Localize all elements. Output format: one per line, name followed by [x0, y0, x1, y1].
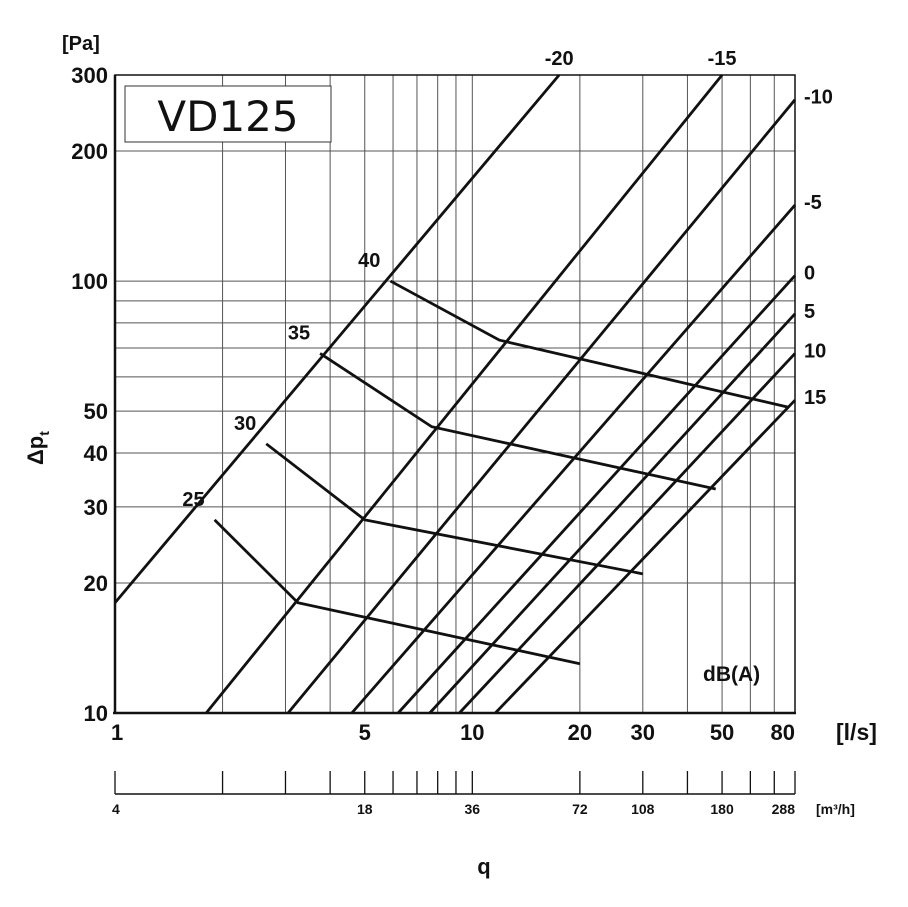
- setting-line: [319, 352, 717, 491]
- model-box: [124, 85, 332, 143]
- x-tick-label: 80: [771, 720, 795, 745]
- x-tick-label: 5: [359, 720, 371, 745]
- sound-level-line: [286, 98, 797, 714]
- x-tick-label: 1: [111, 720, 123, 745]
- setting-label: 25: [182, 489, 204, 511]
- setting-label: 40: [358, 250, 380, 272]
- secondary-x-axis: 4 18 36 72 108 180 288: [112, 771, 796, 817]
- sound-level-label: -15: [708, 48, 737, 70]
- y-tick-label: 100: [71, 269, 108, 294]
- sound-level-label: 5: [804, 301, 815, 323]
- sound-level-label: 15: [804, 387, 826, 409]
- sound-level-line: [428, 312, 797, 714]
- sound-level-label: 0: [804, 263, 815, 285]
- sound-level-line: [458, 352, 797, 714]
- secondary-tick-label: 288: [772, 801, 796, 817]
- setting-label: 35: [288, 322, 310, 344]
- sound-level-line: [205, 74, 724, 714]
- x-tick-label: 30: [631, 720, 655, 745]
- setting-label: 30: [234, 413, 256, 435]
- y-axis-unit: [Pa]: [62, 33, 100, 55]
- sound-level-label: -5: [804, 192, 822, 214]
- sound-level-label: -20: [545, 48, 574, 70]
- secondary-tick-label: 72: [572, 801, 588, 817]
- sound-level-line: [113, 74, 561, 604]
- sound-level-label: 10: [804, 340, 826, 362]
- y-tick-label: 10: [84, 701, 108, 726]
- x-axis-unit: [l/s]: [836, 719, 877, 745]
- grid: [114, 74, 796, 714]
- y-tick-label: 20: [84, 571, 108, 596]
- y-tick-label: 40: [84, 441, 108, 466]
- sound-level-label: -10: [804, 87, 833, 109]
- y-tick-label: 200: [71, 139, 108, 164]
- sound-unit-label: dB(A): [703, 663, 760, 686]
- x-tick-label: 50: [710, 720, 734, 745]
- y-tick-label: 50: [84, 399, 108, 424]
- setting-line: [213, 518, 581, 666]
- x-axis-label: q: [477, 854, 490, 879]
- y-tick-label: 300: [71, 63, 108, 88]
- y-axis-label-main: Δp: [23, 436, 48, 465]
- setting-line: [265, 442, 644, 576]
- secondary-tick-label: 108: [631, 801, 655, 817]
- setting-line: [389, 279, 790, 409]
- curves: [113, 74, 797, 714]
- plot-frame: [114, 74, 796, 714]
- secondary-tick-label: 180: [710, 801, 734, 817]
- secondary-tick-label: 36: [465, 801, 481, 817]
- x-tick-label: 10: [460, 720, 484, 745]
- secondary-x-axis-unit: [m³/h]: [816, 801, 855, 817]
- y-tick-label: 30: [84, 495, 108, 520]
- secondary-tick-label: 4: [112, 801, 120, 817]
- secondary-tick-label: 18: [357, 801, 373, 817]
- sound-level-line: [494, 399, 797, 714]
- x-tick-label: 20: [568, 720, 592, 745]
- y-axis-label: Δpt: [23, 431, 52, 465]
- y-axis-label-sub: t: [36, 431, 52, 436]
- chart-title: VD125: [157, 92, 298, 141]
